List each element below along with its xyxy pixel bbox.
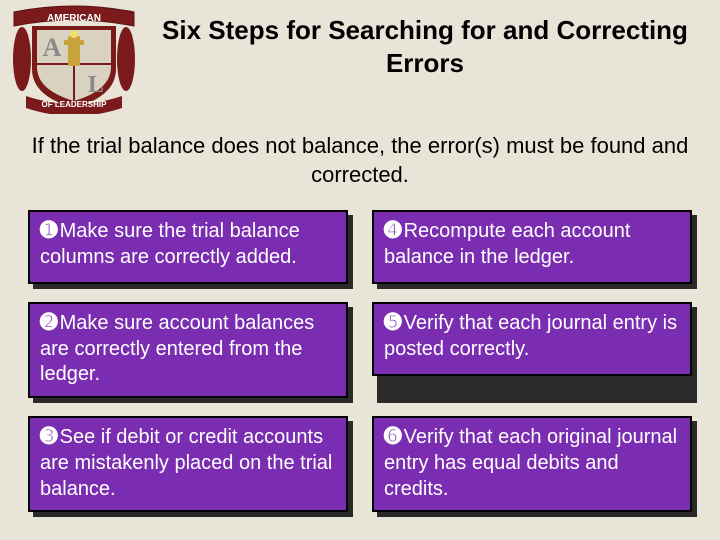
step-4: ➍Recompute each account balance in the l… bbox=[372, 210, 692, 284]
step-text: See if debit or credit accounts are mist… bbox=[40, 426, 332, 499]
svg-text:A: A bbox=[43, 33, 62, 62]
steps-grid: ➊Make sure the trial balance columns are… bbox=[28, 210, 692, 512]
step-number: ➎ bbox=[384, 311, 404, 334]
step-number: ➊ bbox=[40, 219, 60, 242]
step-number: ➏ bbox=[384, 425, 404, 448]
step-3: ➌See if debit or credit accounts are mis… bbox=[28, 416, 348, 512]
page-subtitle: If the trial balance does not balance, t… bbox=[0, 132, 720, 189]
svg-text:L: L bbox=[88, 72, 104, 98]
step-number: ➍ bbox=[384, 219, 404, 242]
step-number: ➌ bbox=[40, 425, 60, 448]
step-text: Make sure the trial balance columns are … bbox=[40, 220, 300, 268]
step-2: ➋Make sure account balances are correctl… bbox=[28, 302, 348, 398]
step-5: ➎Verify that each journal entry is poste… bbox=[372, 302, 692, 398]
step-text: Recompute each account balance in the le… bbox=[384, 220, 630, 268]
step-6: ➏Verify that each original journal entry… bbox=[372, 416, 692, 512]
step-text: Verify that each original journal entry … bbox=[384, 426, 677, 499]
step-number: ➋ bbox=[40, 311, 60, 334]
university-logo: AMERICAN A L OF LEADERSHIP bbox=[4, 4, 144, 114]
page-title: Six Steps for Searching for and Correcti… bbox=[150, 14, 700, 79]
logo-banner-top: AMERICAN bbox=[47, 13, 101, 24]
step-text: Verify that each journal entry is posted… bbox=[384, 312, 677, 360]
logo-banner-bottom: OF LEADERSHIP bbox=[42, 100, 108, 109]
step-1: ➊Make sure the trial balance columns are… bbox=[28, 210, 348, 284]
step-text: Make sure account balances are correctly… bbox=[40, 312, 314, 385]
